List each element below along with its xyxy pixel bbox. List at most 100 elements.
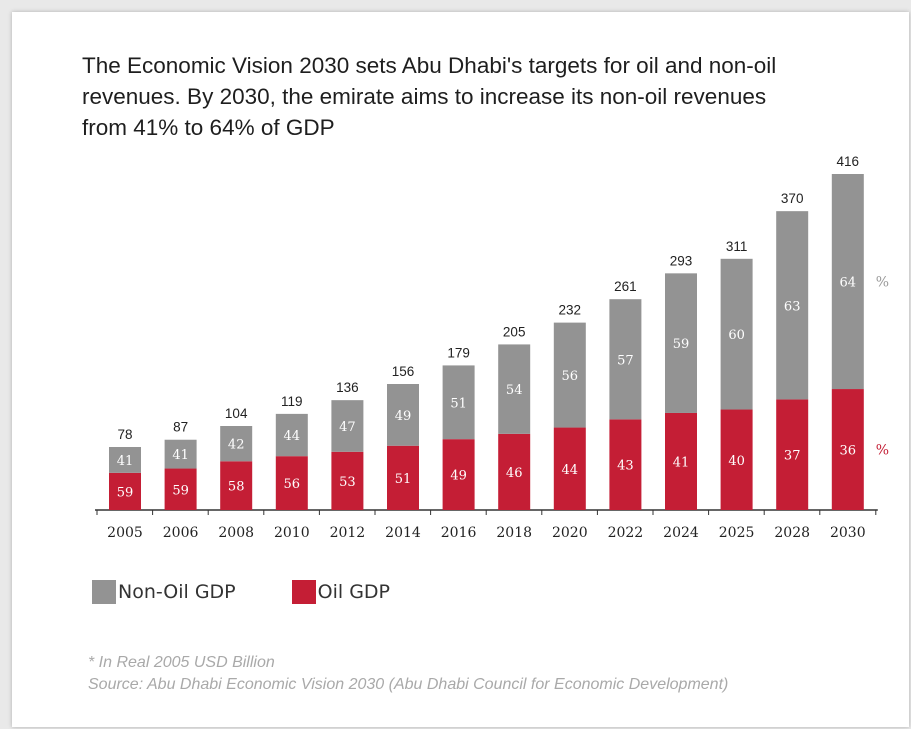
label-total-2028: 370 bbox=[781, 191, 804, 206]
bar-non-oil-2005 bbox=[109, 447, 141, 473]
bar-oil-2030 bbox=[831, 389, 864, 510]
label-total-2016: 179 bbox=[447, 345, 470, 360]
label-non-oil-share-2010: 44 bbox=[284, 429, 301, 444]
label-total-2008: 104 bbox=[225, 406, 248, 421]
bar-non-oil-2022 bbox=[609, 299, 642, 420]
label-non-oil-share-2025: 60 bbox=[728, 328, 745, 343]
legend-swatch-oil bbox=[291, 580, 316, 604]
label-oil-share-2028: 37 bbox=[784, 449, 801, 464]
footnote: * In Real 2005 USD Billion Source: Abu D… bbox=[88, 652, 728, 696]
bar-non-oil-2018 bbox=[498, 344, 531, 434]
bar-oil-2006 bbox=[164, 468, 197, 510]
bar-oil-2014 bbox=[387, 445, 419, 510]
label-non-oil-share-2030: 64 bbox=[840, 276, 857, 291]
bar-non-oil-2020 bbox=[553, 322, 586, 428]
label-total-2010: 119 bbox=[281, 394, 303, 409]
bar-oil-2018 bbox=[498, 433, 531, 510]
label-oil-share-2024: 41 bbox=[673, 455, 690, 470]
label-oil-share-2008: 58 bbox=[228, 480, 245, 495]
bar-oil-2016 bbox=[442, 439, 475, 510]
x-tick-label-2006: 2006 bbox=[163, 525, 199, 541]
label-oil-share-2022: 43 bbox=[617, 459, 634, 474]
label-non-oil-share-2018: 54 bbox=[506, 383, 523, 398]
label-total-2014: 156 bbox=[392, 364, 415, 379]
label-oil-share-2010: 56 bbox=[284, 477, 301, 492]
bar-oil-2008 bbox=[220, 461, 253, 510]
label-non-oil-share-2008: 42 bbox=[228, 438, 245, 453]
x-tick-label-2016: 2016 bbox=[441, 525, 477, 541]
percent-marker-oil: % bbox=[876, 443, 889, 459]
x-tick-label-2020: 2020 bbox=[552, 525, 588, 541]
bar-oil-2022 bbox=[609, 419, 642, 510]
bar-oil-2005 bbox=[109, 472, 141, 510]
bar-non-oil-2028 bbox=[776, 211, 809, 400]
intro-line-3: from 41% to 64% of GDP bbox=[82, 115, 335, 140]
label-oil-share-2006: 59 bbox=[172, 483, 189, 498]
label-non-oil-share-2006: 41 bbox=[172, 448, 189, 463]
x-tick-label-2028: 2028 bbox=[774, 525, 810, 541]
label-non-oil-share-2024: 59 bbox=[673, 337, 690, 352]
percent-marker-non-oil: % bbox=[876, 275, 889, 291]
x-tick-label-2012: 2012 bbox=[330, 525, 366, 541]
bar-non-oil-2012 bbox=[331, 400, 364, 452]
bar-non-oil-2006 bbox=[164, 439, 197, 469]
legend-item-non-oil: Non-Oil GDP bbox=[92, 580, 236, 604]
label-oil-share-2014: 51 bbox=[395, 472, 412, 487]
bar-non-oil-2030 bbox=[831, 174, 864, 390]
x-tick-label-2030: 2030 bbox=[830, 525, 866, 541]
bar-oil-2012 bbox=[331, 451, 364, 510]
bar-non-oil-2010 bbox=[275, 413, 308, 457]
label-total-2005: 78 bbox=[117, 427, 132, 442]
chart-card: The Economic Vision 2030 sets Abu Dhabi'… bbox=[12, 12, 909, 727]
label-non-oil-share-2005: 41 bbox=[117, 454, 134, 469]
label-oil-share-2030: 36 bbox=[840, 444, 857, 459]
unit-note: * In Real 2005 USD Billion bbox=[88, 654, 275, 671]
bar-non-oil-2025 bbox=[720, 258, 753, 410]
source-note: Source: Abu Dhabi Economic Vision 2030 (… bbox=[88, 676, 729, 693]
x-tick-label-2025: 2025 bbox=[719, 525, 755, 541]
label-total-2020: 232 bbox=[559, 303, 582, 318]
legend: Non-Oil GDP Oil GDP bbox=[92, 580, 446, 604]
x-tick-label-2005: 2005 bbox=[107, 525, 143, 541]
label-total-2012: 136 bbox=[336, 380, 359, 395]
intro-line-2: revenues. By 2030, the emirate aims to i… bbox=[82, 84, 767, 109]
label-non-oil-share-2014: 49 bbox=[395, 409, 412, 424]
intro-text: The Economic Vision 2030 sets Abu Dhabi'… bbox=[82, 50, 902, 143]
label-non-oil-share-2020: 56 bbox=[562, 369, 579, 384]
x-tick-label-2022: 2022 bbox=[608, 525, 644, 541]
x-tick-label-2014: 2014 bbox=[385, 525, 421, 541]
bar-oil-2028 bbox=[776, 399, 809, 510]
bar-non-oil-2024 bbox=[665, 273, 697, 413]
label-total-2018: 205 bbox=[503, 324, 526, 339]
bar-non-oil-2016 bbox=[442, 365, 475, 440]
bar-non-oil-2008 bbox=[220, 426, 253, 462]
x-tick-label-2008: 2008 bbox=[218, 525, 254, 541]
label-oil-share-2012: 53 bbox=[339, 475, 356, 490]
label-non-oil-share-2028: 63 bbox=[784, 299, 801, 314]
x-tick-label-2010: 2010 bbox=[274, 525, 310, 541]
legend-label-oil: Oil GDP bbox=[317, 581, 391, 603]
bar-oil-2024 bbox=[665, 412, 697, 510]
stacked-bar-chart: 59 41 78 2005 59 41 87 2006 58 42 104 2008 56 44 119 20… bbox=[95, 154, 889, 541]
label-oil-share-2005: 59 bbox=[117, 485, 134, 500]
label-non-oil-share-2022: 57 bbox=[617, 353, 634, 368]
x-tick-label-2024: 2024 bbox=[663, 525, 699, 541]
label-total-2022: 261 bbox=[614, 279, 637, 294]
legend-label-non-oil: Non-Oil GDP bbox=[118, 581, 236, 603]
x-tick-label-2018: 2018 bbox=[496, 525, 532, 541]
bar-oil-2025 bbox=[720, 409, 753, 510]
label-total-2024: 293 bbox=[670, 253, 693, 268]
label-total-2030: 416 bbox=[837, 154, 860, 169]
label-total-2025: 311 bbox=[726, 239, 748, 254]
label-total-2006: 87 bbox=[173, 420, 188, 435]
bar-non-oil-2014 bbox=[387, 384, 419, 446]
label-oil-share-2025: 40 bbox=[728, 454, 745, 469]
legend-swatch-non-oil bbox=[92, 580, 116, 604]
bar-oil-2010 bbox=[275, 456, 308, 510]
label-non-oil-share-2012: 47 bbox=[339, 420, 356, 435]
label-non-oil-share-2016: 51 bbox=[450, 396, 467, 411]
bar-oil-2020 bbox=[553, 427, 586, 510]
label-oil-share-2018: 46 bbox=[506, 466, 523, 481]
intro-line-1: The Economic Vision 2030 sets Abu Dhabi'… bbox=[82, 53, 777, 78]
label-oil-share-2016: 49 bbox=[450, 469, 467, 484]
